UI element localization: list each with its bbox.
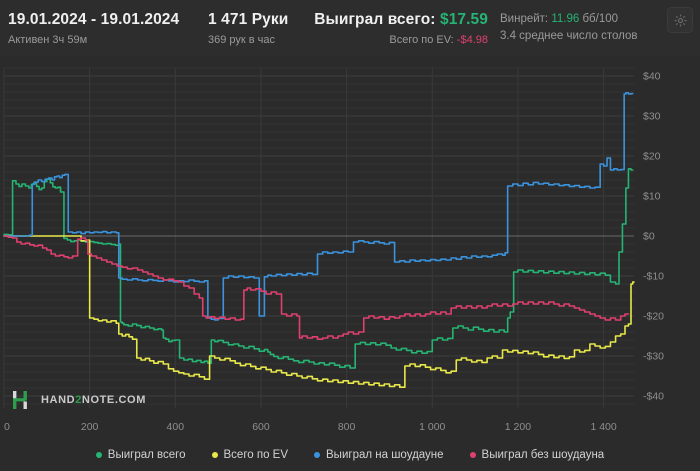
- active-time: Активен 3ч 59м: [8, 34, 88, 46]
- x-tick-label: 400: [167, 421, 185, 433]
- won-total-label: Выиграл всего:: [314, 11, 436, 28]
- settings-button[interactable]: [667, 7, 693, 33]
- winrate-unit: бб/100: [582, 13, 619, 25]
- header-hands-column: 1 471 Руки 369 рук в час: [208, 11, 288, 46]
- chart-background: [0, 56, 700, 439]
- gridlines-vertical: [3, 68, 605, 408]
- winrate-value: 11.96: [551, 13, 580, 25]
- winnings-line-chart[interactable]: $40 $30 $20 $10 $0 -$10 -$20 -$30 -$40 0 200 400 60…: [0, 56, 700, 439]
- won-total-value: $17.59: [439, 11, 488, 28]
- legend-color-dot: [314, 452, 321, 458]
- x-axis-labels: 0 200 400 600 800 1 000 1 200 1 400: [4, 421, 617, 433]
- x-tick-label: 1 400: [590, 421, 616, 433]
- x-tick-label: 1 200: [505, 421, 531, 433]
- gear-icon: [673, 13, 688, 28]
- chart-area: $40 $30 $20 $10 $0 -$10 -$20 -$30 -$40 0 200 400 60…: [0, 56, 700, 439]
- header-winrate-column: Винрейт: 11.96 бб/100 3.4 среднее число …: [500, 13, 638, 42]
- series-line-3: [3, 235, 630, 341]
- y-tick-label: $40: [643, 71, 661, 83]
- x-tick-label: 200: [81, 421, 99, 433]
- y-tick-label: $30: [643, 111, 661, 123]
- y-axis-labels: $40 $30 $20 $10 $0 -$10 -$20 -$30 -$40: [643, 71, 664, 403]
- chart-legend: Выиграл всего Всего по EV Выиграл на шоуда…: [0, 439, 700, 471]
- header-winnings-column: Выиграл всего: $17.59 Всего по EV: -$4.9…: [300, 11, 488, 46]
- header-date-column: 19.01.2024 - 19.01.2024 Активен 3ч 59м: [8, 11, 179, 46]
- ev-total-value: -$4.98: [456, 34, 488, 46]
- series-line-1: [3, 235, 635, 389]
- legend-item-1[interactable]: Всего по EV: [211, 449, 289, 461]
- y-tick-label: $0: [643, 231, 655, 243]
- x-tick-label: 800: [338, 421, 356, 433]
- legend-item-3[interactable]: Выиграл без шоудауна: [469, 449, 605, 461]
- legend-label: Всего по EV: [223, 449, 289, 461]
- ev-total-label: Всего по EV:: [389, 34, 454, 46]
- winrate-row: Винрейт: 11.96 бб/100: [500, 13, 638, 25]
- y-tick-label: $10: [643, 191, 661, 203]
- y-tick-label: $20: [643, 151, 661, 163]
- legend-label: Выиграл всего: [107, 449, 186, 461]
- legend-color-dot: [469, 452, 476, 458]
- y-tick-label: -$20: [643, 311, 664, 323]
- x-tick-label: 0: [4, 421, 10, 433]
- ev-total-row: Всего по EV: -$4.98: [300, 34, 488, 46]
- x-tick-label: 1 000: [419, 421, 445, 433]
- series-line-2: [3, 91, 634, 321]
- y-tick-label: -$10: [643, 271, 664, 283]
- y-tick-label: -$40: [643, 391, 664, 403]
- date-range: 19.01.2024 - 19.01.2024: [8, 11, 180, 28]
- legend-label: Выиграл на шоудауне: [326, 449, 444, 461]
- legend-color-dot: [95, 452, 102, 458]
- legend-item-0[interactable]: Выиграл всего: [95, 449, 186, 461]
- session-summary-header: 19.01.2024 - 19.01.2024 Активен 3ч 59м 1…: [0, 0, 700, 56]
- legend-item-2[interactable]: Выиграл на шоудауне: [314, 449, 444, 461]
- x-tick-label: 600: [252, 421, 270, 433]
- hands-count: 1 471 Руки: [208, 11, 289, 28]
- hands-per-hour: 369 рук в час: [208, 34, 276, 46]
- won-total-row: Выиграл всего: $17.59: [300, 11, 488, 29]
- avg-tables: 3.4 среднее число столов: [500, 30, 638, 42]
- legend-label: Выиграл без шоудауна: [481, 449, 605, 461]
- legend-color-dot: [211, 452, 218, 458]
- winrate-label: Винрейт:: [500, 13, 549, 25]
- y-tick-label: -$30: [643, 351, 664, 363]
- series-lines: [3, 91, 635, 389]
